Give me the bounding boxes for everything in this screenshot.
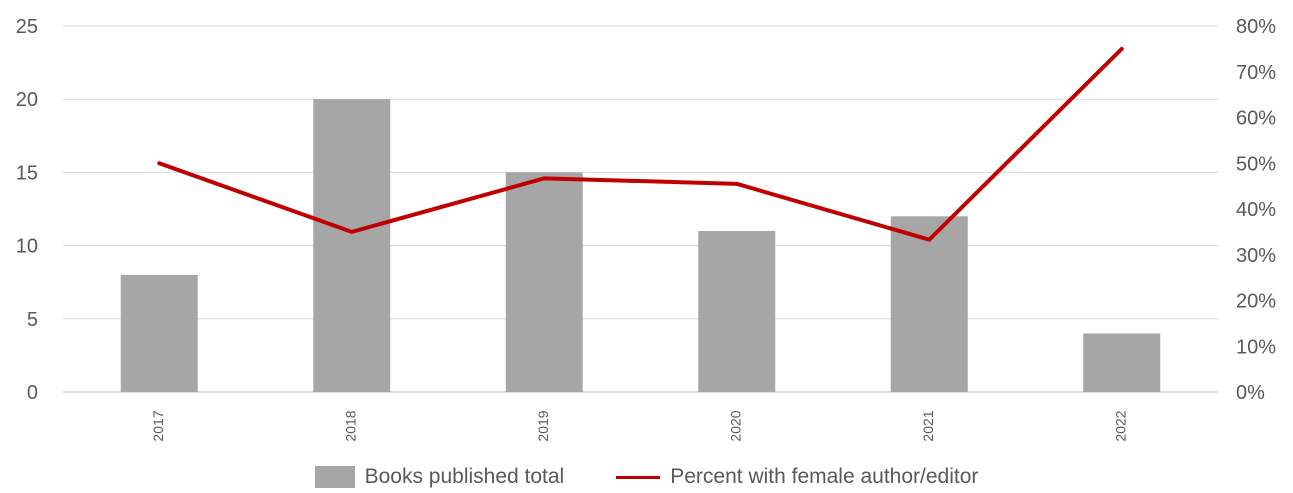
right-tick-label: 80% xyxy=(1236,16,1276,38)
legend-swatch-line xyxy=(616,475,661,479)
right-tick-label: 50% xyxy=(1236,153,1276,175)
x-tick-label: 2017 xyxy=(150,410,166,441)
x-tick-label: 2020 xyxy=(727,410,743,441)
legend-label-bars: Books published total xyxy=(364,465,565,488)
gridlines xyxy=(63,25,1218,393)
x-tick-label: 2022 xyxy=(1112,410,1128,441)
line-series xyxy=(157,46,1124,242)
combo-chart: 0 5 10 15 20 25 0% 10% 20% 30% 40% 50% 60% 70% 80% 20… xyxy=(16,16,1276,442)
bar xyxy=(313,99,391,392)
left-tick-label: 15 xyxy=(16,162,38,184)
bar xyxy=(890,216,968,392)
bar xyxy=(1083,333,1161,392)
line-point xyxy=(927,238,931,242)
x-tick-label: 2018 xyxy=(342,410,358,441)
bar xyxy=(698,230,776,392)
right-tick-label: 70% xyxy=(1236,62,1276,84)
line-point xyxy=(350,230,354,234)
x-axis-ticks: 2017 2018 2019 2020 2021 2022 xyxy=(150,410,1129,441)
right-tick-label: 0% xyxy=(1236,382,1265,404)
right-tick-label: 30% xyxy=(1236,245,1276,267)
legend-label-line: Percent with female author/editor xyxy=(670,465,979,488)
right-tick-label: 10% xyxy=(1236,336,1276,358)
left-tick-label: 20 xyxy=(16,89,38,111)
right-axis-ticks: 0% 10% 20% 30% 40% 50% 60% 70% 80% xyxy=(1236,16,1276,404)
legend-item-bars: Books published total xyxy=(314,465,565,489)
x-tick-label: 2019 xyxy=(535,410,551,441)
right-tick-label: 20% xyxy=(1236,291,1276,313)
bar xyxy=(120,274,198,392)
line-point xyxy=(735,182,739,186)
line-point xyxy=(157,161,161,165)
legend-item-line: Percent with female author/editor xyxy=(616,465,978,489)
legend: Books published total Percent with femal… xyxy=(0,461,1293,493)
left-tick-label: 5 xyxy=(27,309,38,331)
bar-series xyxy=(120,99,1161,392)
right-tick-label: 60% xyxy=(1236,108,1276,130)
line-point xyxy=(542,176,546,180)
line-point xyxy=(1120,47,1124,51)
bar xyxy=(505,172,583,392)
x-tick-label: 2021 xyxy=(920,410,936,441)
left-tick-label: 25 xyxy=(16,16,38,38)
left-tick-label: 10 xyxy=(16,236,38,258)
right-tick-label: 40% xyxy=(1236,199,1276,221)
left-tick-label: 0 xyxy=(27,382,38,404)
series-line xyxy=(157,46,1124,242)
legend-swatch-bar xyxy=(314,466,355,488)
left-axis-ticks: 0 5 10 15 20 25 xyxy=(16,16,38,404)
